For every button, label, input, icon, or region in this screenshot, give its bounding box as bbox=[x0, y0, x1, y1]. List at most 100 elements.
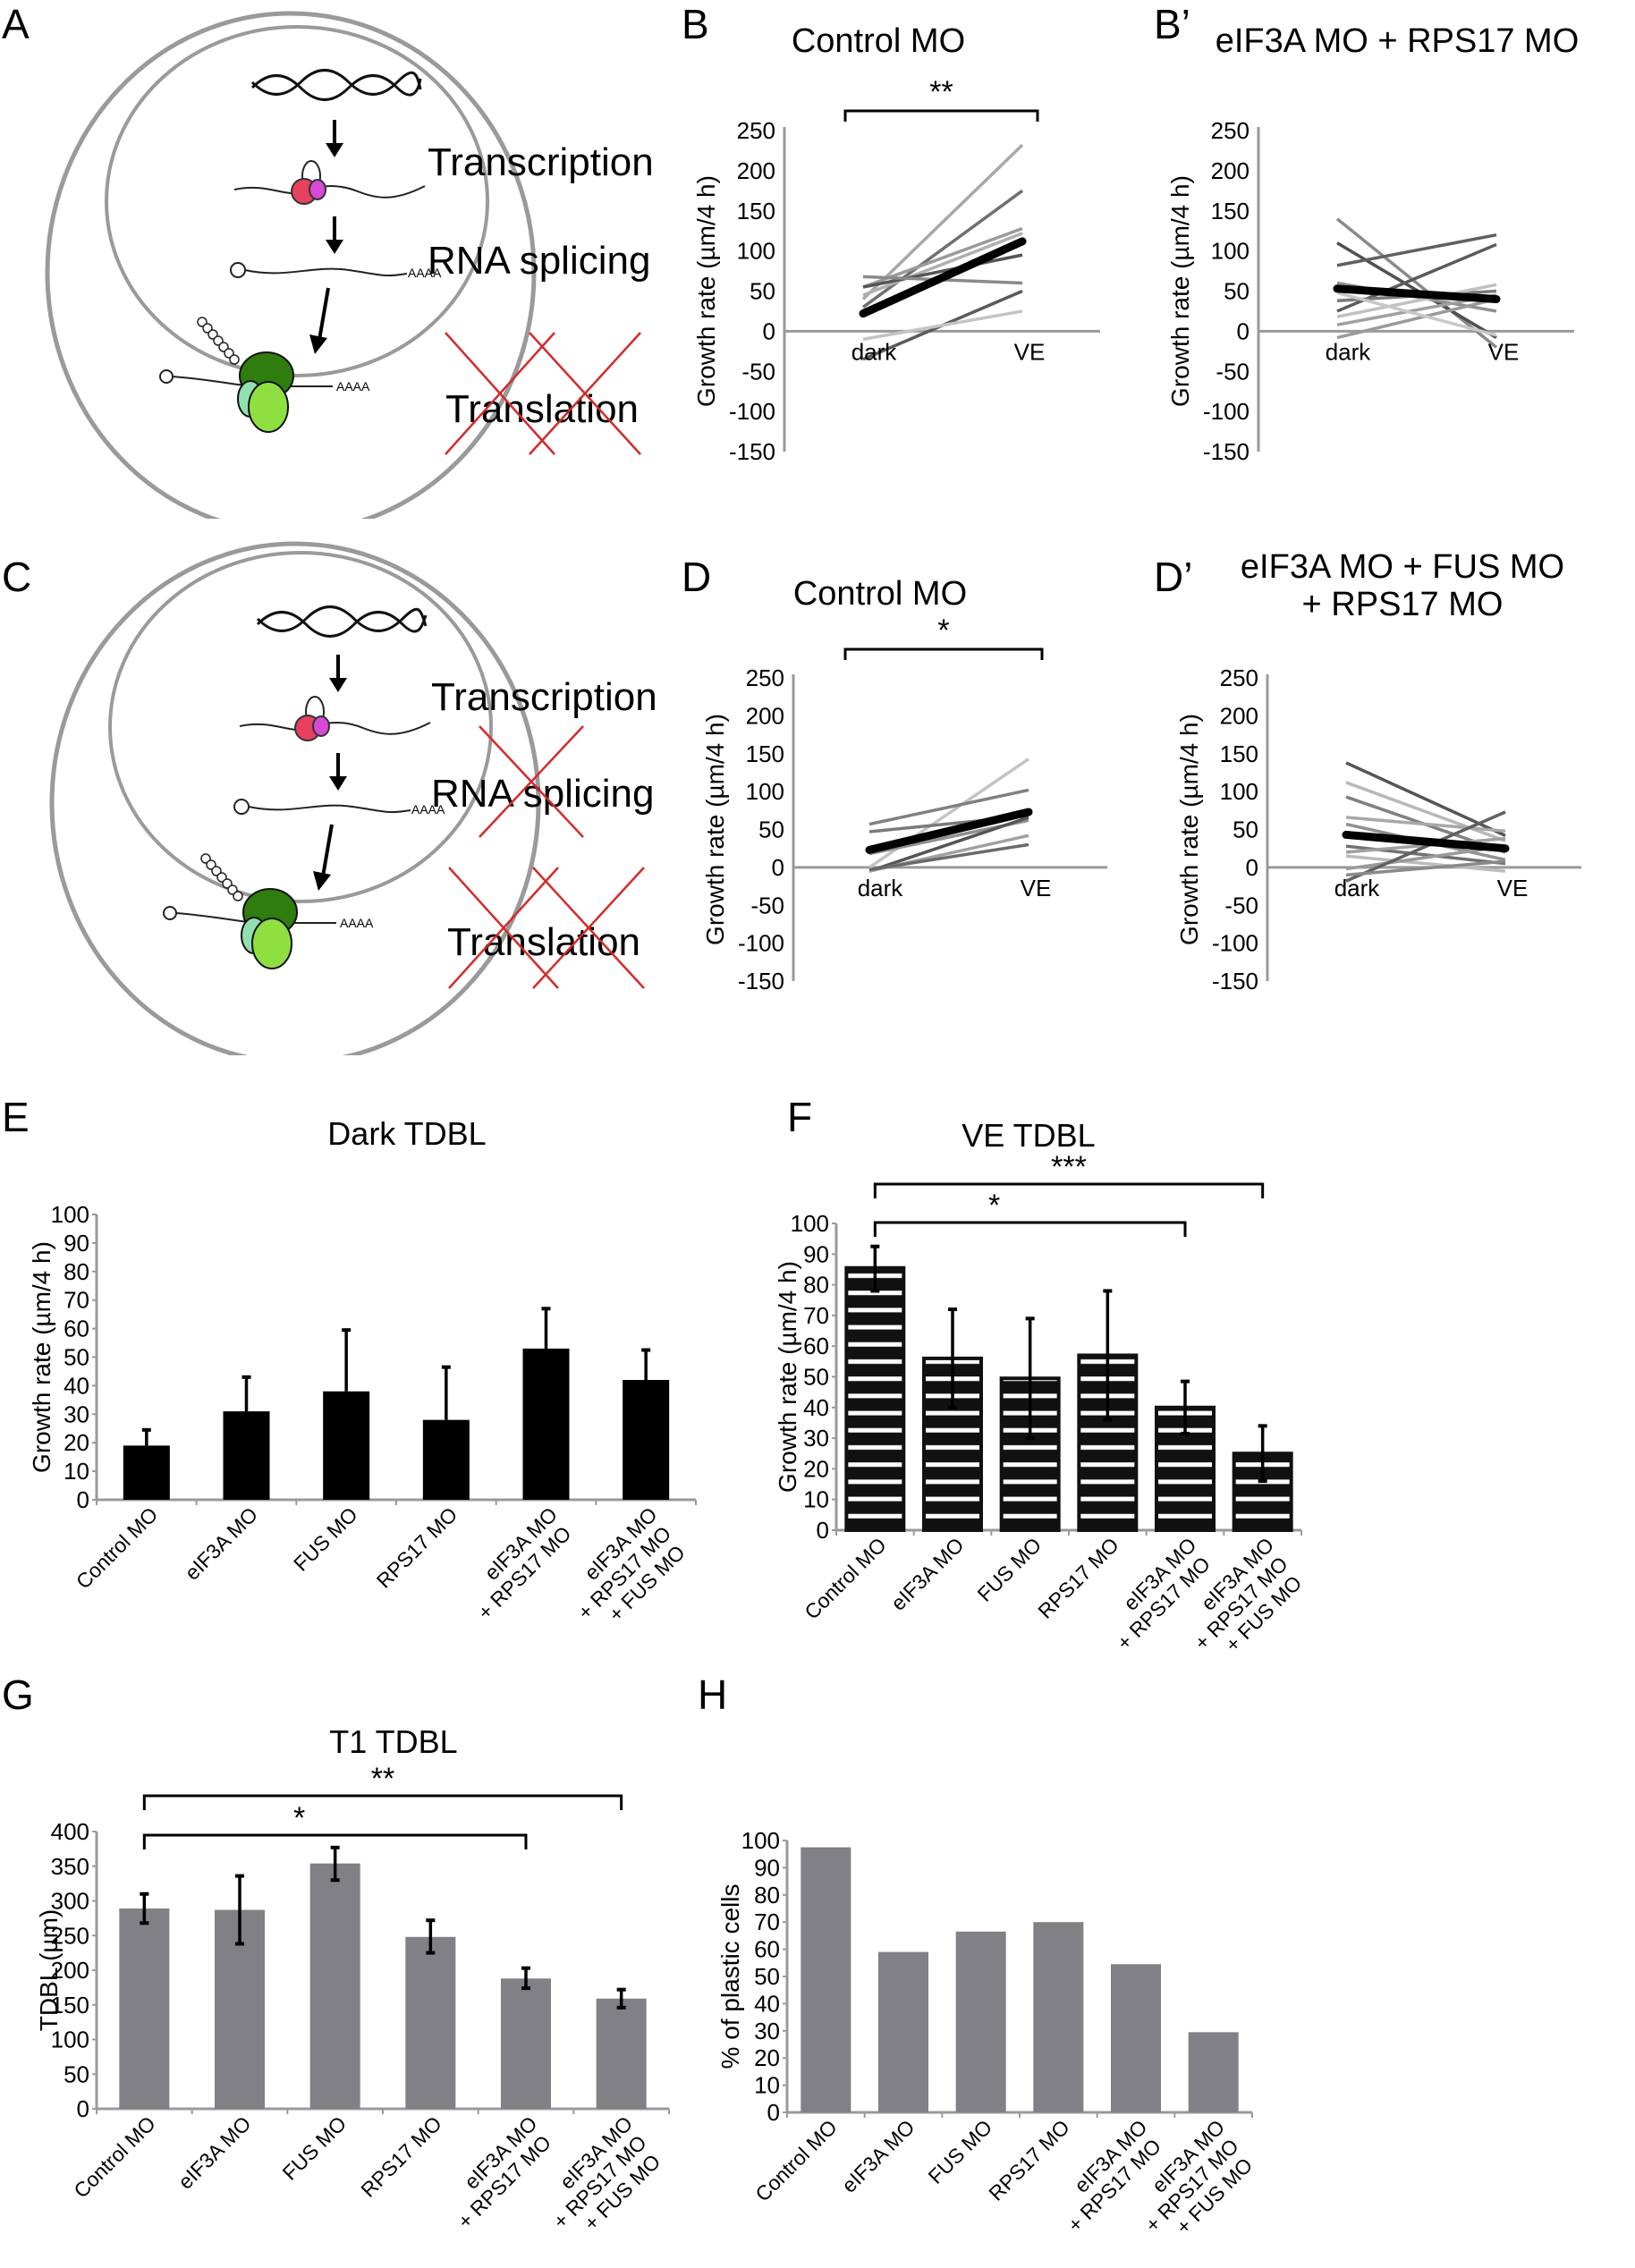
y-tick-label: 300 bbox=[51, 1888, 89, 1915]
bar bbox=[323, 1391, 370, 1500]
y-tick-label: 90 bbox=[754, 1854, 780, 1881]
y-axis-label: Growth rate (µm/4 h) bbox=[774, 1261, 801, 1493]
polymerase-icon bbox=[233, 160, 426, 205]
x-tick-label: FUS MO bbox=[289, 1502, 362, 1576]
mean-line bbox=[865, 808, 1033, 854]
significance-bracket: *** bbox=[873, 1150, 1265, 1198]
series-line bbox=[1336, 297, 1497, 340]
x-tick-label: eIF3A MO bbox=[886, 1533, 969, 1615]
chart-title: VE TDBL bbox=[962, 1117, 1095, 1154]
chart-title: Dark TDBL bbox=[327, 1115, 486, 1152]
bar bbox=[119, 1908, 170, 2109]
y-tick-label: -150 bbox=[1212, 968, 1258, 994]
x-tick-label-group: eIF3A MO+ RPS17 MO bbox=[473, 1502, 576, 1624]
x-tick-label-group: FUS MO bbox=[278, 2111, 352, 2185]
y-tick-label: 10 bbox=[803, 1486, 829, 1513]
y-axis-label: TDBL (µm) bbox=[35, 1909, 63, 2031]
y-tick-label: 200 bbox=[1220, 702, 1258, 729]
nucleus-membrane bbox=[108, 551, 493, 903]
panel-label-c: C bbox=[2, 554, 32, 600]
significance-label: ** bbox=[929, 75, 953, 109]
chart-dprime-triple-mo: eIF3A MO + FUS MO+ RPS17 MO 250 200 150 100 5… bbox=[1175, 548, 1581, 994]
y-tick-label: 50 bbox=[1224, 278, 1250, 305]
y-tick-label: 0 bbox=[772, 854, 784, 881]
bar bbox=[1111, 1964, 1161, 2112]
y-axis-label: % of plastic cells bbox=[716, 1884, 744, 2069]
y-tick-label: 100 bbox=[791, 1210, 829, 1237]
x-tick-label-group: Control MO bbox=[800, 1533, 891, 1624]
y-tick-label: 0 bbox=[1237, 317, 1250, 344]
series-line bbox=[1336, 291, 1497, 337]
series-line bbox=[1336, 233, 1497, 267]
y-axis-label: Growth rate (µm/4 h) bbox=[701, 714, 729, 945]
x-tick-label: Control MO bbox=[69, 2111, 160, 2203]
y-tick-label: 80 bbox=[803, 1272, 829, 1299]
panel-label-h: H bbox=[698, 1671, 728, 1718]
panel-label-b: B bbox=[682, 1, 709, 47]
y-tick-label: 100 bbox=[51, 1201, 89, 1228]
y-tick-label: 100 bbox=[737, 238, 775, 265]
x-tick-label: dark bbox=[858, 875, 904, 901]
y-tick-label: 80 bbox=[754, 1882, 780, 1908]
y-tick-label: -100 bbox=[1212, 930, 1258, 957]
chart-f-ve-tdbl: VE TDBL 0 10 20 30 40 50 60 70 80 90 100 Growth rate… bbox=[774, 1117, 1306, 1656]
bar bbox=[955, 1931, 1006, 2112]
y-tick-label: 60 bbox=[64, 1316, 89, 1342]
chart-b-control-mo: Control MO ** 250 200 150 100 50 0 -50 -100 -150 Gr… bbox=[692, 22, 1100, 465]
y-tick-label: 150 bbox=[1220, 740, 1258, 767]
nucleus-membrane bbox=[105, 25, 489, 377]
diagram-c: AAAA AAAA Transcription RNA splicing Tra… bbox=[49, 541, 657, 1055]
y-axis-label: Growth rate (µm/4 h) bbox=[1166, 175, 1194, 407]
y-tick-label: -50 bbox=[750, 892, 784, 918]
series-line bbox=[868, 842, 1029, 872]
ribosome-icon: AAAA bbox=[159, 317, 370, 433]
x-tick-label: RPS17 MO bbox=[984, 2115, 1074, 2205]
y-tick-label: 10 bbox=[64, 1458, 89, 1485]
series-line bbox=[1336, 283, 1497, 318]
arrow-down-icon bbox=[329, 753, 347, 791]
series-line bbox=[862, 253, 1023, 289]
y-tick-label: 40 bbox=[754, 1990, 780, 2017]
x-tick-label: FUS MO bbox=[924, 2115, 997, 2188]
chart-title: eIF3A MO + FUS MO bbox=[1241, 548, 1564, 586]
y-tick-label: 0 bbox=[817, 1517, 829, 1544]
x-tick-label-group: RPS17 MO bbox=[1033, 1533, 1123, 1623]
arrow-down-icon bbox=[329, 655, 347, 692]
series-line bbox=[1335, 217, 1498, 349]
y-tick-label: 90 bbox=[64, 1230, 89, 1257]
y-axis-label: Growth rate (µm/4 h) bbox=[692, 175, 720, 407]
y-tick-label: 50 bbox=[754, 1963, 780, 1990]
poly-a-label: AAAA bbox=[340, 916, 374, 930]
y-tick-label: 200 bbox=[737, 157, 775, 184]
polymerase-icon bbox=[239, 696, 431, 741]
cell-membrane bbox=[45, 11, 537, 519]
series-line bbox=[861, 189, 1024, 309]
bar bbox=[501, 1978, 551, 2109]
x-tick-label-group: eIF3A MO bbox=[886, 1533, 969, 1615]
x-tick-label-group: RPS17 MO bbox=[372, 1502, 462, 1593]
bar bbox=[422, 1419, 470, 1500]
blocked-cross-icon bbox=[448, 867, 645, 989]
dna-helix-icon bbox=[250, 69, 422, 101]
y-tick-label: 70 bbox=[803, 1302, 829, 1329]
y-tick-label: 30 bbox=[803, 1425, 829, 1451]
x-tick-label: dark bbox=[851, 338, 898, 365]
y-tick-label: 350 bbox=[51, 1853, 89, 1880]
mrna-icon: AAAA bbox=[233, 799, 445, 817]
panel-label-dprime: D’ bbox=[1154, 554, 1193, 600]
bar bbox=[878, 1951, 928, 2112]
bracket-line bbox=[873, 1221, 1187, 1237]
step-translation: Translation bbox=[447, 920, 640, 964]
x-tick-label-group: FUS MO bbox=[924, 2115, 997, 2188]
x-tick-label: VE bbox=[1021, 875, 1052, 901]
y-tick-label: 150 bbox=[51, 1992, 89, 2018]
series-line bbox=[1345, 810, 1506, 883]
bracket-line bbox=[843, 109, 1039, 122]
bar bbox=[844, 1265, 906, 1533]
bar bbox=[309, 1863, 360, 2109]
y-tick-label: 250 bbox=[737, 117, 775, 144]
y-tick-label: 50 bbox=[803, 1364, 829, 1391]
y-tick-label: 100 bbox=[51, 2027, 89, 2053]
